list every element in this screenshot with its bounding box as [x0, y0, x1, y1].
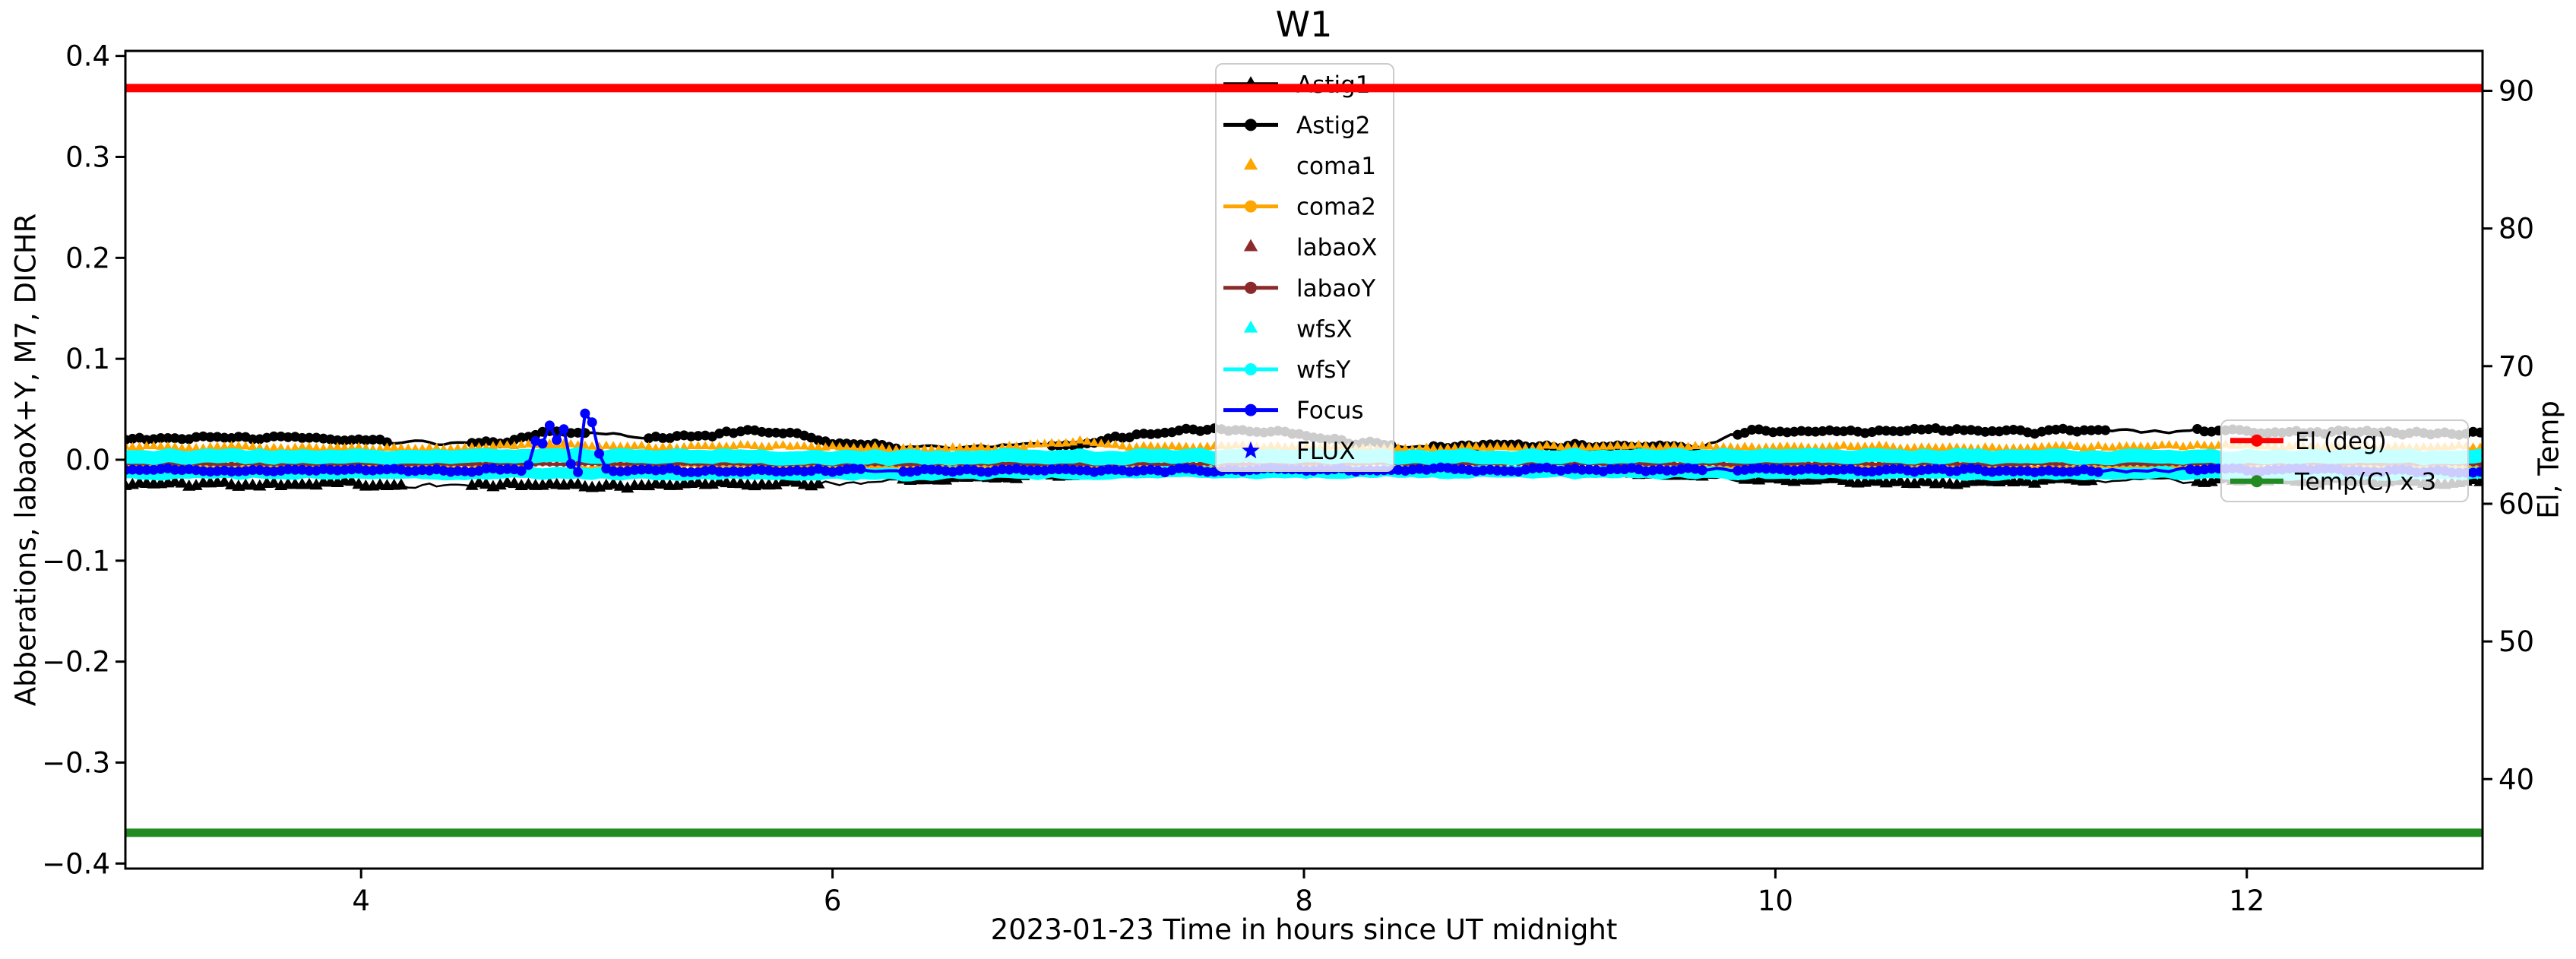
legend-label: Temp(C) x 3	[2294, 468, 2436, 495]
y-tick-label-left: 0.3	[65, 141, 110, 173]
legend-label: Focus	[1296, 397, 1364, 425]
legend-entry-coma2: coma2	[1223, 194, 1376, 221]
y-tick-label-right: 80	[2498, 213, 2534, 245]
legend-entry-astig2: Astig2	[1223, 112, 1371, 139]
y-tick-label-left: 0.1	[65, 343, 110, 375]
legend-label: labaoX	[1296, 234, 1378, 261]
legend-entry-labaoy: labaoY	[1223, 275, 1375, 302]
y-tick-label-left: 0.0	[65, 444, 110, 476]
legend-label: wfsY	[1296, 356, 1350, 384]
y-tick-label-left: −0.4	[42, 847, 110, 880]
legend-label: wfsX	[1296, 315, 1353, 343]
legend-label: coma2	[1296, 194, 1376, 221]
x-tick-label: 4	[352, 885, 370, 917]
x-tick-label: 10	[1758, 885, 1793, 917]
legend-entry-labaox: labaoX	[1243, 234, 1378, 261]
y-tick-label-left: 0.2	[65, 242, 110, 274]
y-tick-label-right: 60	[2498, 488, 2534, 521]
y-tick-label-left: −0.1	[42, 545, 110, 578]
legend-main: Astig1Astig2coma1coma2labaoXlabaoYwfsXwf…	[1215, 63, 1394, 472]
y-tick-label-right: 40	[2498, 763, 2534, 796]
legend-label: FLUX	[1296, 438, 1356, 465]
legend-label: El (deg)	[2295, 428, 2387, 455]
overlay-layer	[125, 84, 2483, 837]
x-tick-label: 8	[1295, 885, 1313, 917]
chart-title: W1	[1275, 4, 1333, 45]
legend-entry-focus: Focus	[1223, 397, 1364, 425]
legend-entry-temp-c-x-3: Temp(C) x 3	[2230, 468, 2436, 495]
legend-entry-flux: FLUX	[1242, 438, 1356, 465]
legend-entry-wfsy: wfsY	[1223, 356, 1350, 384]
y-tick-label-right: 90	[2498, 75, 2534, 108]
y-tick-label-left: −0.2	[42, 646, 110, 679]
y-tick-label-left: 0.4	[65, 40, 110, 73]
y-tick-label-left: −0.3	[42, 747, 110, 780]
legend-el_temp: El (deg) Temp(C) x 3	[2220, 419, 2469, 502]
x-tick-label: 6	[824, 885, 842, 917]
axes-frame: 0.4 0.3 0.2 0.1 0.0 −0.1 −0.2 −0.3 −0.4 90 80 70 60 5…	[42, 40, 2534, 917]
legend-entry-coma1: coma1	[1243, 153, 1376, 180]
legend-label: Astig2	[1296, 112, 1371, 139]
x-axis-label: 2023-01-23 Time in hours since UT midnig…	[990, 913, 1618, 946]
legend-label: labaoY	[1296, 275, 1375, 302]
legend-entry-wfsx: wfsX	[1243, 315, 1353, 343]
x-tick-label: 12	[2229, 885, 2264, 917]
y-tick-label-right: 70	[2498, 350, 2534, 383]
legend-label: coma1	[1296, 153, 1376, 180]
y-tick-label-right: 50	[2498, 625, 2534, 658]
legend-entry-el-deg-: El (deg)	[2230, 428, 2387, 455]
